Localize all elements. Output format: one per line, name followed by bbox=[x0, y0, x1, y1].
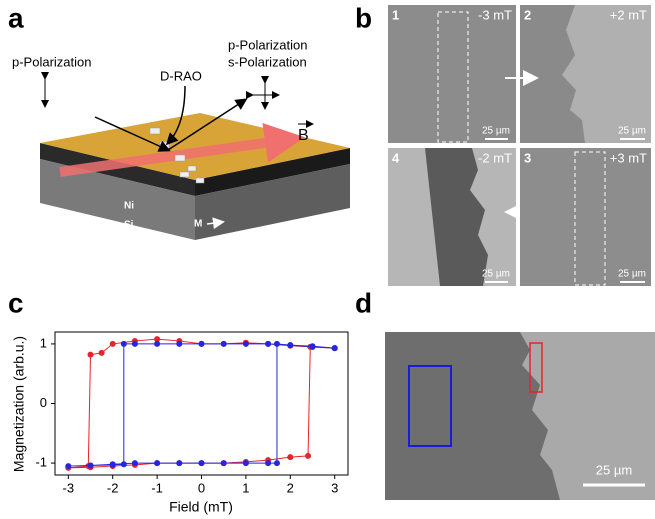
scale-label: 25 µm bbox=[596, 462, 632, 477]
y-tick-label: 0 bbox=[40, 395, 47, 410]
tile-index: 1 bbox=[392, 7, 399, 22]
data-point bbox=[305, 452, 312, 459]
x-axis-label: Field (mT) bbox=[169, 499, 233, 515]
x-tick-label: -1 bbox=[151, 480, 163, 495]
data-point bbox=[265, 340, 272, 347]
tile-index: 3 bbox=[524, 150, 531, 165]
panel-label: a bbox=[8, 2, 24, 33]
data-point bbox=[87, 351, 94, 358]
annotation: p-Polarization bbox=[228, 37, 308, 52]
data-point bbox=[154, 340, 161, 347]
annotation: Si bbox=[124, 220, 134, 231]
data-point bbox=[309, 343, 316, 350]
series-line bbox=[68, 338, 335, 469]
data-point bbox=[65, 463, 72, 470]
tile-field: -3 mT bbox=[478, 7, 512, 22]
data-point bbox=[198, 460, 205, 467]
scale-label: 25 µm bbox=[482, 269, 510, 280]
annotation: M bbox=[194, 219, 202, 230]
annotation: Ni bbox=[124, 201, 134, 212]
data-point bbox=[220, 460, 227, 467]
panel-label: b bbox=[355, 2, 372, 33]
data-point bbox=[109, 461, 116, 468]
data-point bbox=[242, 340, 249, 347]
x-tick-label: 2 bbox=[287, 480, 294, 495]
tile-field: +2 mT bbox=[610, 7, 647, 22]
data-point bbox=[287, 454, 294, 461]
micrograph-grid bbox=[388, 5, 651, 286]
tile-field: +3 mT bbox=[610, 150, 647, 165]
data-point bbox=[154, 336, 161, 343]
x-tick-label: 1 bbox=[242, 480, 249, 495]
setup-diagram bbox=[40, 72, 350, 240]
tile-index: 2 bbox=[524, 7, 531, 22]
series-line bbox=[68, 343, 335, 467]
data-point bbox=[87, 462, 94, 469]
data-point bbox=[131, 460, 138, 467]
panel-label: d bbox=[355, 287, 372, 318]
data-point bbox=[273, 340, 280, 347]
scale-label: 25 µm bbox=[618, 126, 646, 137]
data-point bbox=[109, 340, 116, 347]
data-point bbox=[120, 461, 127, 468]
annotation: p-Polarization bbox=[12, 54, 92, 69]
tile-index: 4 bbox=[392, 150, 400, 165]
data-point bbox=[198, 340, 205, 347]
data-point bbox=[176, 460, 183, 467]
scale-label: 25 µm bbox=[618, 269, 646, 280]
panel-label: c bbox=[8, 287, 24, 318]
x-tick-label: 0 bbox=[198, 480, 205, 495]
annotation: D-RAO bbox=[160, 68, 202, 83]
x-tick-label: -2 bbox=[107, 480, 119, 495]
data-point bbox=[265, 460, 272, 467]
micrograph bbox=[385, 332, 655, 500]
tile-field: -2 mT bbox=[478, 150, 512, 165]
data-point bbox=[287, 342, 294, 349]
y-tick-label: -1 bbox=[35, 455, 47, 470]
x-tick-label: -3 bbox=[63, 480, 75, 495]
data-point bbox=[120, 340, 127, 347]
data-point bbox=[154, 460, 161, 467]
x-tick-label: 3 bbox=[331, 480, 338, 495]
annotation: s-Polarization bbox=[228, 54, 307, 69]
data-point bbox=[98, 349, 105, 356]
data-point bbox=[176, 340, 183, 347]
data-point bbox=[131, 340, 138, 347]
y-axis-label: Magnetization (arb.u.) bbox=[11, 336, 27, 472]
y-tick-label: 1 bbox=[40, 335, 47, 350]
data-point bbox=[242, 460, 249, 467]
scale-label: 25 µm bbox=[482, 126, 510, 137]
annotation: B bbox=[298, 127, 309, 144]
data-point bbox=[273, 460, 280, 467]
data-point bbox=[331, 345, 338, 352]
data-point bbox=[220, 340, 227, 347]
